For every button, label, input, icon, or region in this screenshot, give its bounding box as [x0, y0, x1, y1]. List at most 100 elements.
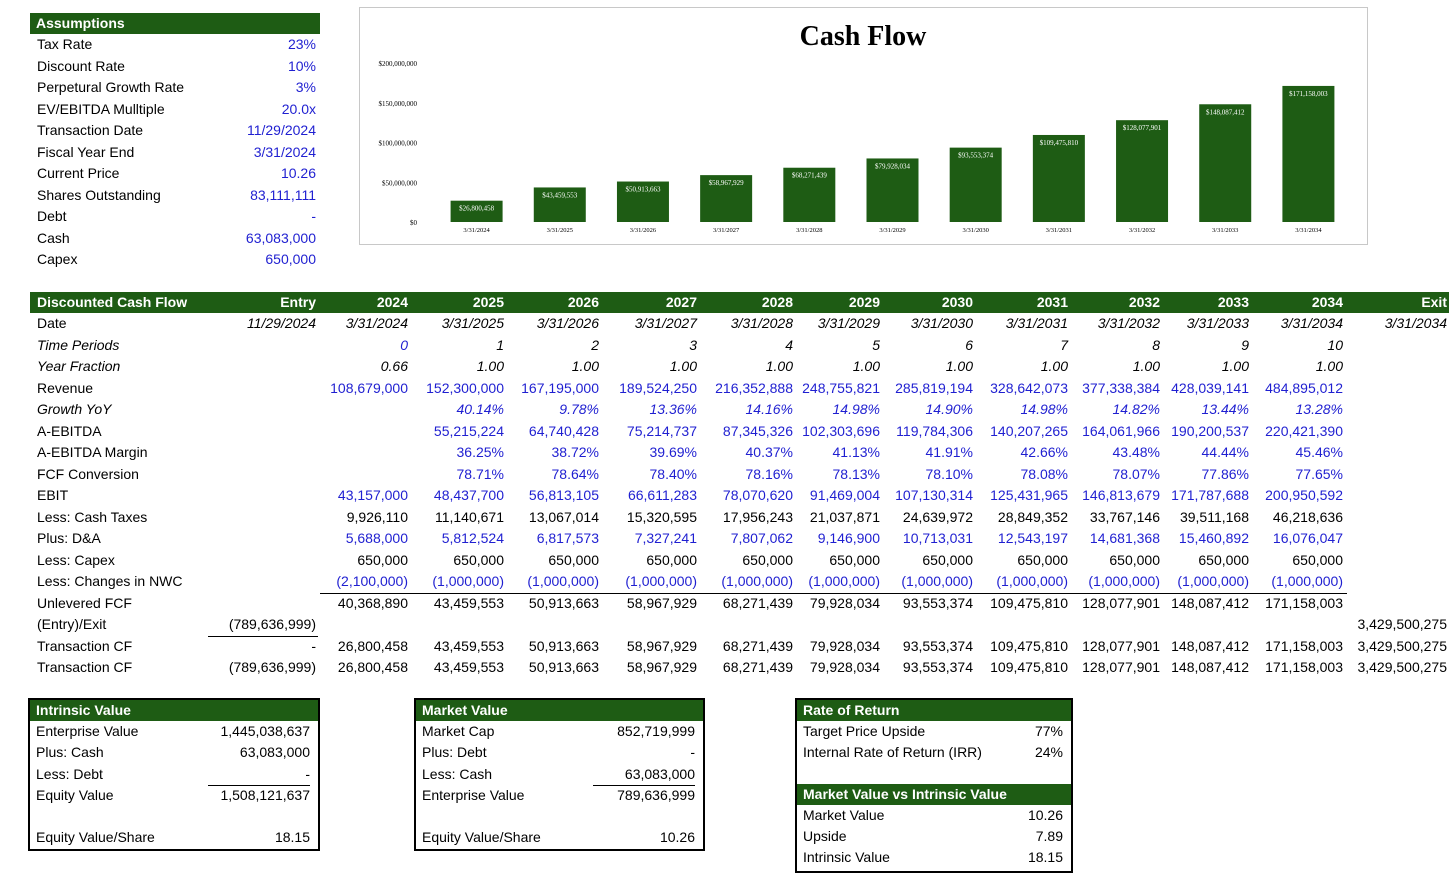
assumption-value: 650,000 — [265, 251, 316, 267]
dcf-row-label: Time Periods — [37, 336, 120, 353]
dcf-cell: 40.14% — [456, 401, 504, 417]
box-row-value: 77% — [1034, 723, 1063, 739]
box-row-value: 10.26 — [659, 829, 695, 846]
dcf-cell: 1.00 — [476, 358, 504, 374]
market-value-rows: Market Cap 852,719,999 Plus: Debt - Less: Ca… — [416, 721, 703, 849]
dcf-cell: 1.00 — [669, 358, 697, 374]
dcf-cell: 78.64% — [551, 465, 599, 482]
box-row-label: Enterprise Value — [422, 786, 525, 803]
dcf-row-label: A-EBITDA Margin — [37, 444, 148, 460]
dcf-cell: (1,000,000) — [901, 573, 973, 589]
dcf-header-bar — [30, 292, 1449, 313]
dcf-cell: 36.25% — [456, 444, 504, 460]
dcf-cell: 650,000 — [1109, 551, 1160, 568]
dcf-cell: 13.36% — [649, 401, 697, 417]
dcf-cell: 43,459,553 — [433, 659, 504, 675]
dcf-cell: (1,000,000) — [1088, 573, 1160, 589]
dcf-cell: 21,037,871 — [809, 508, 880, 525]
dcf-row-label: Less: Cash Taxes — [37, 508, 148, 525]
box-row-label: Intrinsic Value — [803, 849, 890, 866]
dcf-cell: 78.40% — [649, 465, 697, 482]
dcf-cell: 148,087,412 — [1171, 594, 1249, 611]
dcf-cell: 216,352,888 — [715, 379, 793, 396]
box-row-value: 1,508,121,637 — [220, 786, 310, 803]
cash-flow-chart-svg: Cash Flow $0 $50,000,000 $100,000,000 $150,0… — [379, 21, 1335, 234]
dcf-cell: 43.48% — [1112, 444, 1160, 460]
assumption-row: Discount Rate 10% — [30, 56, 320, 78]
dcf-cell: 3 — [689, 336, 697, 353]
dcf-row-label: Transaction CF — [37, 659, 133, 675]
dcf-row-label: A-EBITDA — [37, 422, 102, 439]
dcf-cell: 171,787,688 — [1171, 487, 1249, 503]
rate-of-return-header: Rate of Return — [797, 700, 1071, 721]
bar-data-label: $128,077,901 — [1123, 124, 1162, 132]
box-row-value: 852,719,999 — [617, 723, 695, 739]
dcf-cell: 171,158,003 — [1265, 659, 1343, 675]
assumption-value: 11/29/2024 — [246, 122, 316, 138]
bar-data-label: $58,967,929 — [709, 179, 745, 187]
dcf-cell: 328,642,073 — [990, 379, 1068, 396]
box-row-value: 10.26 — [1027, 806, 1063, 823]
dcf-cell: 78,070,620 — [722, 487, 793, 503]
spacer — [797, 764, 1071, 784]
dcf-cell: 1.00 — [852, 358, 880, 374]
dcf-cell: 68,271,439 — [722, 659, 793, 675]
dcf-column-header: 2025 — [472, 294, 504, 310]
dcf-cell: 38.72% — [551, 444, 599, 460]
box-row-value: 63,083,000 — [624, 765, 695, 782]
assumption-row: Transaction Date 11/29/2024 — [30, 120, 320, 142]
dcf-cell: 14.98% — [832, 401, 880, 417]
dcf-column-header: 2033 — [1217, 294, 1249, 310]
box-row-value: 63,083,000 — [239, 744, 310, 761]
box-row — [30, 806, 318, 827]
assumption-value: 10.26 — [280, 165, 316, 181]
dcf-subtotal-rule — [320, 592, 1347, 594]
dcf-cell: 39,511,168 — [1179, 508, 1249, 525]
dcf-cell: 55,215,224 — [433, 422, 504, 439]
intrinsic-value-header: Intrinsic Value — [30, 700, 318, 721]
dcf-cell: 50,913,663 — [528, 637, 599, 654]
dcf-row-label: Plus: D&A — [37, 530, 101, 546]
box-row-value: 789,636,999 — [617, 786, 695, 803]
dcf-cell: 0.66 — [380, 358, 408, 374]
box-row-label: Equity Value — [36, 786, 114, 803]
dcf-total-rule — [208, 635, 318, 637]
dcf-column-header: 2029 — [848, 294, 880, 310]
dcf-column-header: Exit — [1421, 294, 1447, 310]
dcf-cell: 77.86% — [1201, 465, 1249, 482]
dcf-column-header: 2027 — [665, 294, 697, 310]
x-tick-label: 3/31/2028 — [796, 227, 822, 234]
dcf-cell: 68,271,439 — [722, 594, 793, 611]
dcf-row-label: Year Fraction — [37, 358, 121, 374]
dcf-cell: 43,157,000 — [337, 487, 408, 503]
dcf-cell: 9,926,110 — [346, 508, 408, 525]
dcf-cell: 79,928,034 — [809, 637, 880, 654]
dcf-row-label: Date — [37, 315, 67, 331]
dcf-cell: 128,077,901 — [1082, 594, 1160, 611]
assumption-label: Discount Rate — [37, 57, 125, 74]
dcf-cell: 12,543,197 — [997, 530, 1068, 546]
dcf-cell: 3/31/2033 — [1186, 315, 1249, 331]
box-rule — [208, 784, 310, 786]
dcf-cell: 24,639,972 — [902, 508, 973, 525]
dcf-cell: 75,214,737 — [626, 422, 697, 439]
dcf-cell: 285,819,194 — [895, 379, 973, 396]
dcf-cell: 3/31/2032 — [1097, 315, 1160, 331]
dcf-cell: 3/31/2027 — [634, 315, 697, 331]
box-row-label: Market Value — [803, 806, 885, 823]
cash-flow-bar — [866, 158, 919, 222]
dcf-cell: 58,967,929 — [626, 594, 697, 611]
dcf-cell: 58,967,929 — [626, 659, 697, 675]
bar-data-label: $171,158,003 — [1289, 90, 1328, 98]
assumption-row: Perpetural Growth Rate 3% — [30, 77, 320, 99]
assumption-label: Tax Rate — [37, 36, 93, 52]
dcf-cell: 9.78% — [559, 401, 599, 417]
dcf-cell: 66,611,283 — [627, 487, 697, 503]
box-row-label: Less: Cash — [422, 765, 493, 782]
dcf-cell: 0 — [400, 336, 408, 353]
market-vs-intrinsic-header: Market Value vs Intrinsic Value — [797, 783, 1071, 805]
cash-flow-bar — [1282, 85, 1335, 223]
box-row: Market Cap 852,719,999 — [416, 721, 703, 742]
box-row: Target Price Upside 77% — [797, 721, 1071, 742]
dcf-cell: 650,000 — [357, 551, 408, 568]
